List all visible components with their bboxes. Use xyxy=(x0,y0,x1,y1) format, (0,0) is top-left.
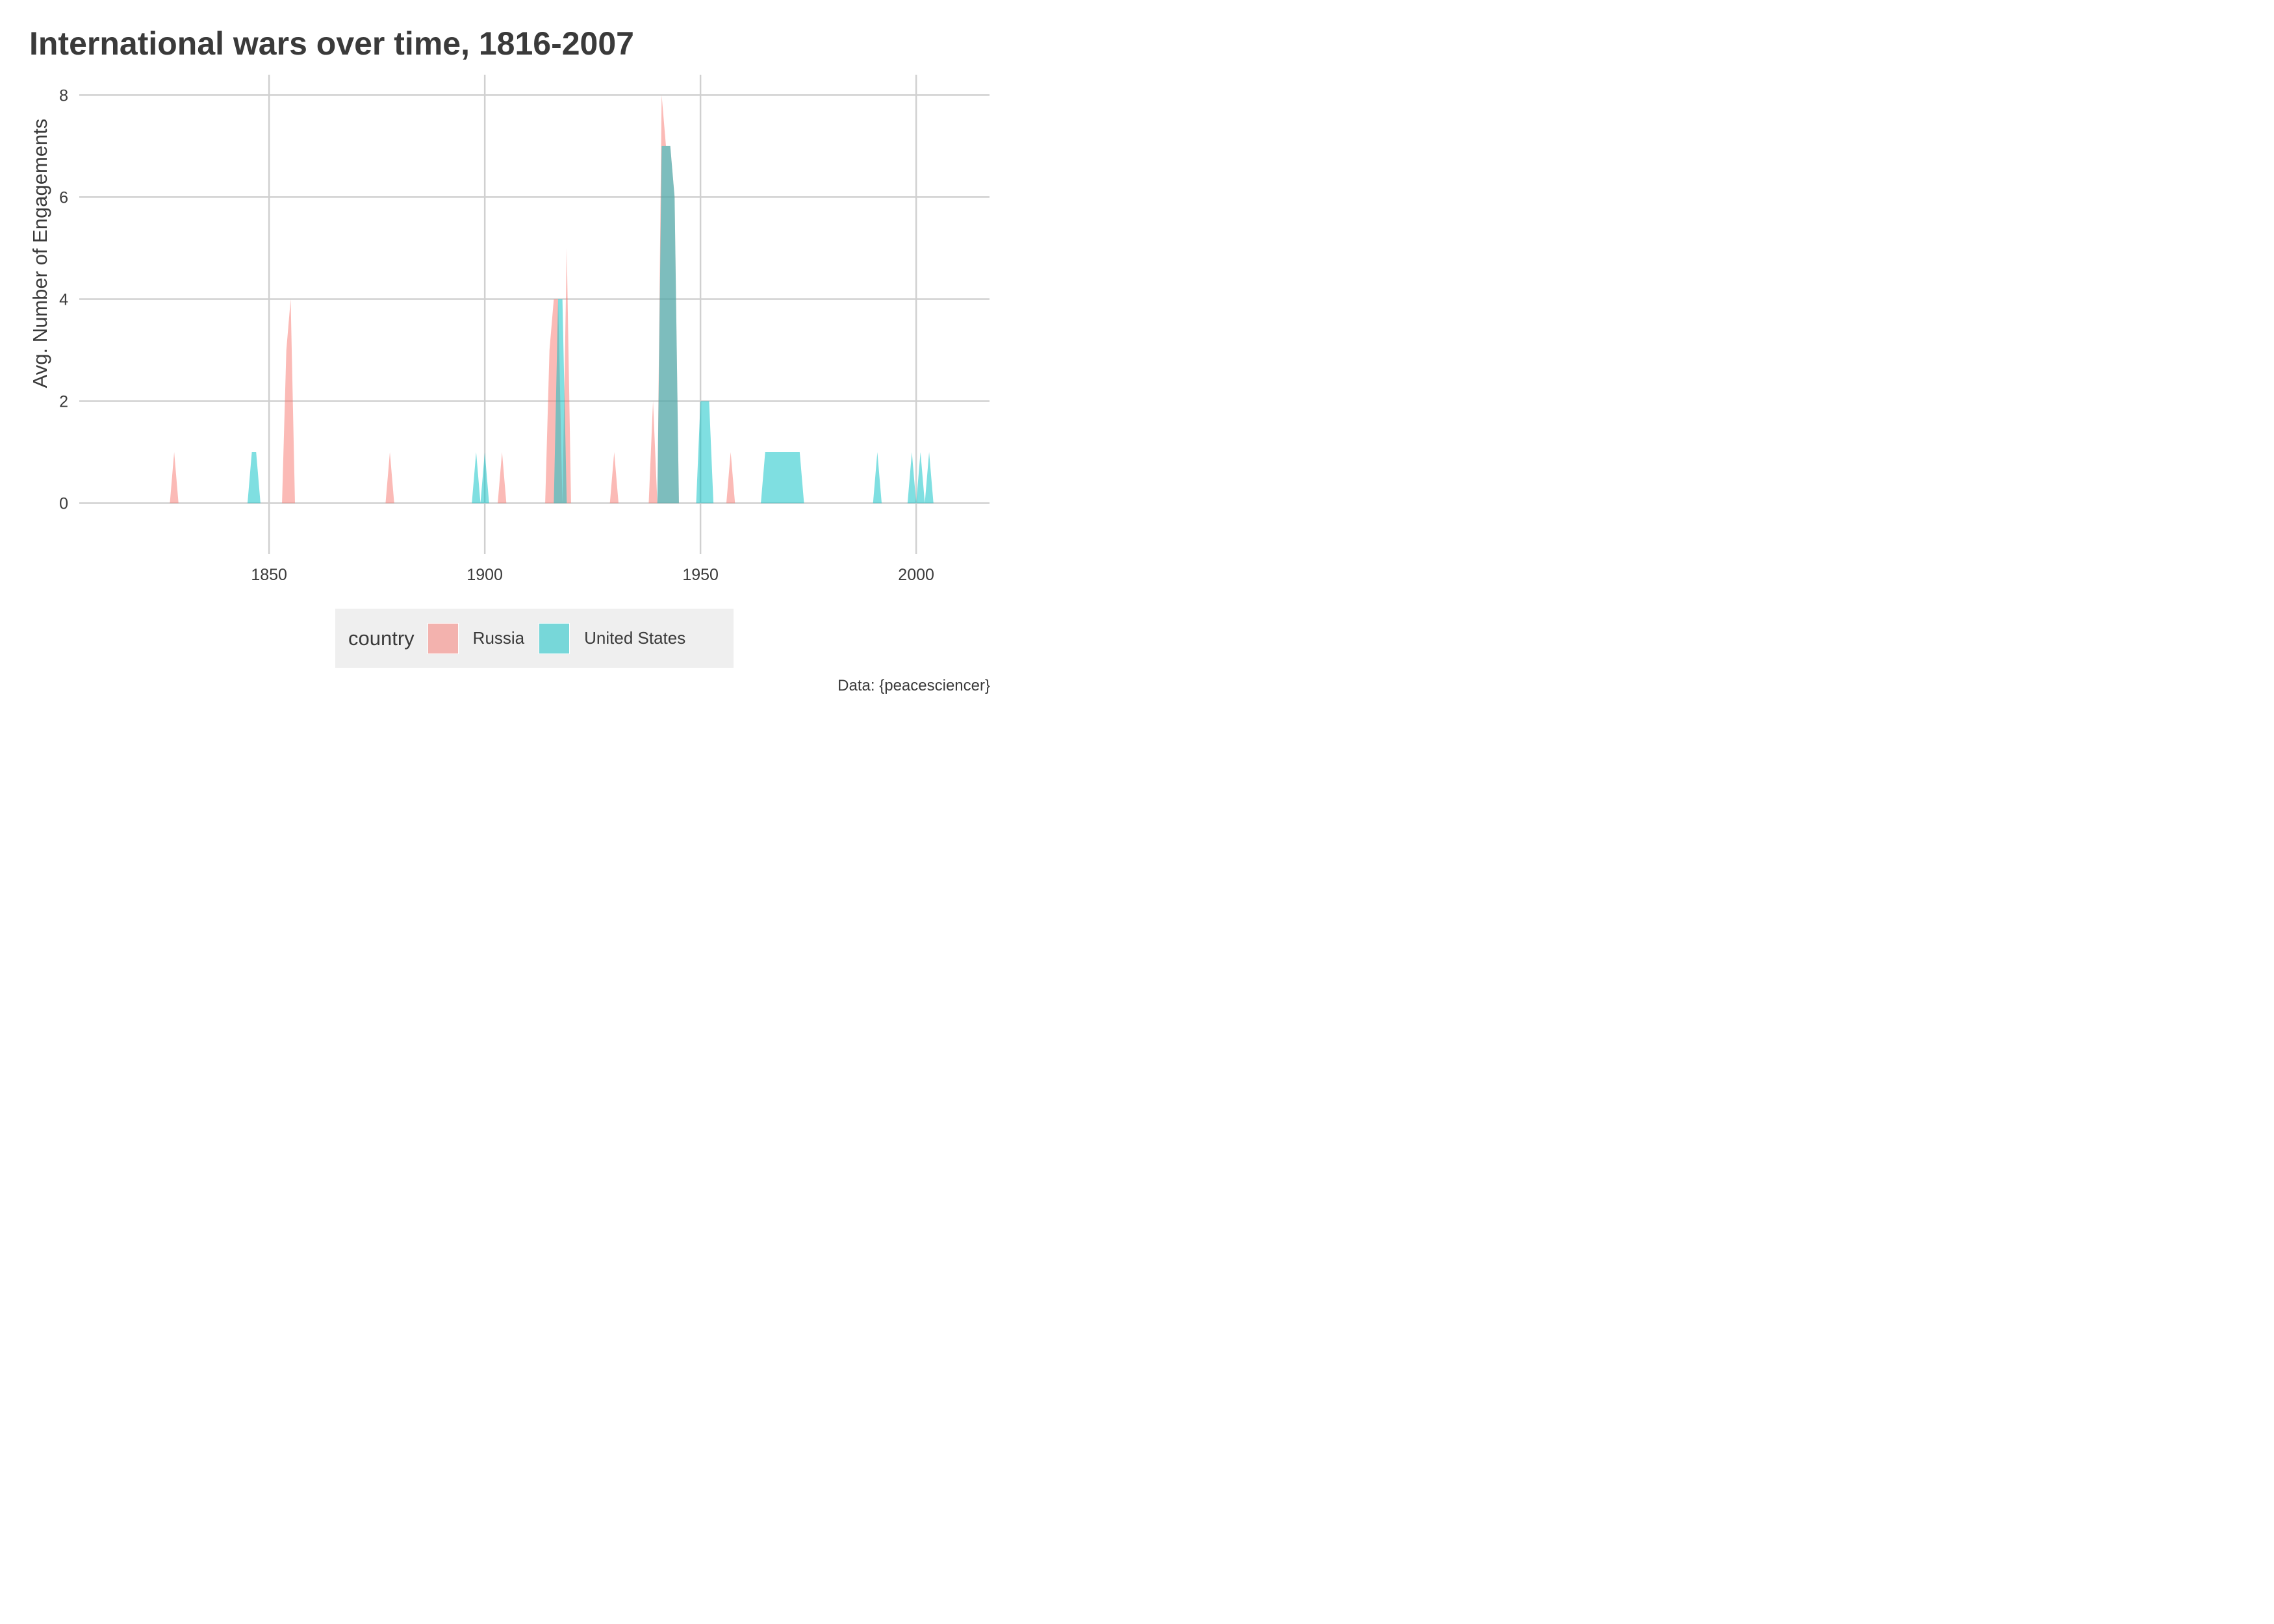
y-tick-label: 2 xyxy=(59,392,68,411)
legend-key-united-states xyxy=(539,622,570,654)
caption: Data: {peacesciencer} xyxy=(837,677,990,694)
area-series-united-states xyxy=(247,146,934,503)
gridlines xyxy=(79,75,990,554)
legend-item-united-states: United States xyxy=(539,622,700,654)
legend-label-united-states: United States xyxy=(584,628,686,648)
legend-key-russia xyxy=(427,622,459,654)
y-tick-label: 8 xyxy=(59,86,68,105)
y-tick-label: 6 xyxy=(59,188,68,207)
legend-item-russia: Russia xyxy=(427,622,539,654)
legend: country Russia United States xyxy=(335,609,734,668)
legend-title: country xyxy=(348,626,415,650)
y-tick-label: 4 xyxy=(59,290,68,309)
x-tick-label: 1950 xyxy=(682,566,719,584)
x-tick-label: 2000 xyxy=(898,566,934,584)
legend-label-russia: Russia xyxy=(472,628,525,648)
x-tick-label: 1850 xyxy=(251,566,287,584)
axis-ticks: 0 2 4 6 8 1850 1900 1950 2000 xyxy=(59,86,934,584)
y-axis-label: Avg. Number of Engagements xyxy=(29,119,51,388)
y-tick-label: 0 xyxy=(59,494,68,513)
chart-svg: 0 2 4 6 8 1850 1900 1950 2000 Avg. Number of Eng… xyxy=(29,75,990,584)
x-tick-label: 1900 xyxy=(466,566,503,584)
chart-title: International wars over time, 1816-2007 xyxy=(29,25,634,62)
